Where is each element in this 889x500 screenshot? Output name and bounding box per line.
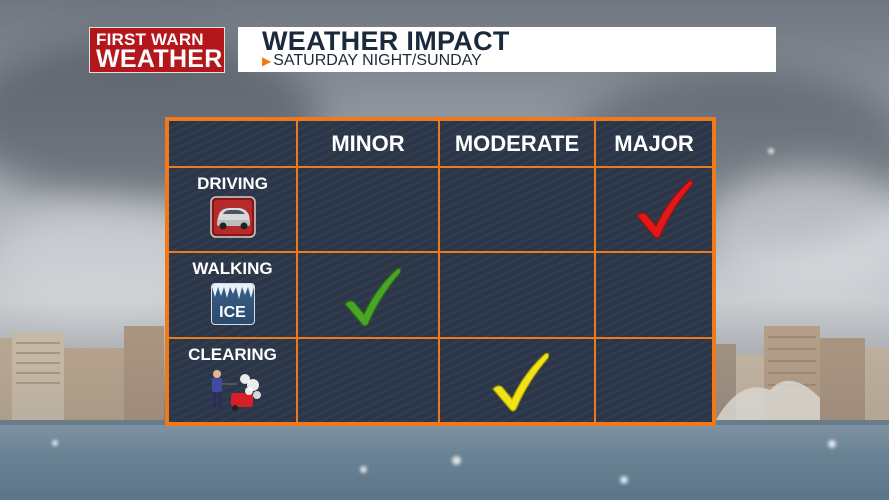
row-label-clearing: CLEARING	[188, 345, 277, 364]
cell-driving-major	[594, 166, 714, 253]
ice-icon: ICE	[210, 283, 255, 325]
page-subtitle: SATURDAY NIGHT/SUNDAY	[273, 52, 482, 69]
cell-driving-moderate	[438, 166, 596, 253]
snowflake	[620, 476, 628, 484]
cell-clearing-minor	[296, 337, 440, 424]
cell-driving-minor	[296, 166, 440, 253]
cell-walking-minor	[296, 251, 440, 339]
snowflake	[768, 148, 774, 154]
checkmark-icon	[492, 352, 550, 412]
corner-cell	[167, 119, 298, 168]
subtitle-row: ▶ SATURDAY NIGHT/SUNDAY	[262, 52, 482, 70]
column-header-moderate: MODERATE	[438, 119, 596, 168]
snowblower-icon	[211, 370, 261, 411]
logo-line1: FIRST WARN	[96, 30, 204, 49]
snowflake	[828, 440, 836, 448]
play-arrow-icon: ▶	[262, 54, 272, 68]
row-header-walking: WALKING ICE	[167, 251, 298, 339]
snowflake	[452, 456, 461, 465]
icicles-icon	[211, 284, 254, 299]
snowflake	[360, 466, 367, 473]
cloud	[700, 170, 889, 290]
checkmark-icon	[636, 179, 694, 239]
cell-walking-major	[594, 251, 714, 339]
ice-icon-label: ICE	[219, 304, 246, 321]
checkmark-icon	[344, 267, 402, 327]
logo-line2: WEATHER	[96, 45, 223, 73]
lake-water	[0, 425, 889, 500]
cell-walking-moderate	[438, 251, 596, 339]
car-icon	[209, 196, 256, 238]
row-header-driving: DRIVING	[167, 166, 298, 253]
first-warn-weather-logo: FIRST WARN WEATHER	[89, 27, 225, 73]
impact-grid: MINOR MODERATE MAJOR DRIVING WALKING ICE	[165, 117, 716, 426]
column-header-minor: MINOR	[296, 119, 440, 168]
row-header-clearing: CLEARING	[167, 337, 298, 424]
row-label-driving: DRIVING	[197, 174, 268, 193]
city-skyline	[0, 326, 889, 420]
title-bar: WEATHER IMPACT ▶ SATURDAY NIGHT/SUNDAY	[238, 26, 776, 72]
column-header-major: MAJOR	[594, 119, 714, 168]
cell-clearing-moderate	[438, 337, 596, 424]
page-title: WEATHER IMPACT	[262, 26, 510, 56]
row-label-walking: WALKING	[192, 259, 273, 278]
cell-clearing-major	[594, 337, 714, 424]
snowflake	[52, 440, 58, 446]
